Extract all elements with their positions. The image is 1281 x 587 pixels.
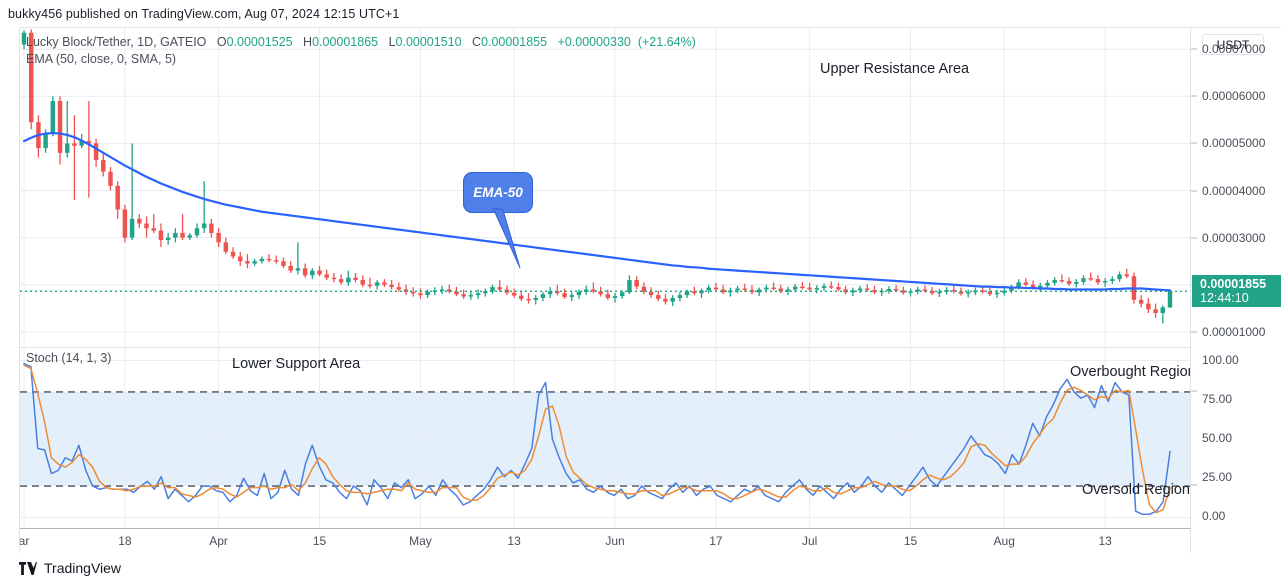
stochastic-axis-tick: 75.00 xyxy=(1202,391,1233,406)
current-price-countdown: 12:44:10 xyxy=(1200,291,1249,306)
time-axis-tick: 18 xyxy=(118,534,132,548)
time-axis-tick: ar xyxy=(19,534,30,548)
time-axis-tick: 13 xyxy=(507,534,521,548)
ema-callout-bubble: EMA-50 xyxy=(463,172,533,213)
stochastic-axis-tick-mark xyxy=(1191,390,1197,392)
price-axis-tick-mark xyxy=(1191,95,1197,97)
annotation-overbought: Overbought Region xyxy=(1070,364,1191,380)
stochastic-pane[interactable]: Stoch (14, 1, 3) Lower Support Area Over… xyxy=(20,347,1191,529)
stochastic-axis-tick: 25.00 xyxy=(1202,470,1233,485)
stochastic-axis-tick: 0.00 xyxy=(1202,509,1226,524)
stochastic-axis-tick: 100.00 xyxy=(1202,352,1239,367)
price-axis-unit: USDT xyxy=(1202,34,1264,55)
time-axis-tick: 17 xyxy=(709,534,723,548)
price-axis-tick-mark xyxy=(1191,190,1197,192)
price-pane[interactable]: Lucky Block/Tether, 1D, GATEIO O0.000015… xyxy=(20,28,1191,346)
time-axis-tick: 13 xyxy=(1098,534,1112,548)
price-axis-tick: 0.00007000 xyxy=(1202,42,1266,57)
current-price-value: 0.00001855 xyxy=(1200,277,1267,292)
price-axis-tick-mark xyxy=(1191,331,1197,333)
stochastic-axis-tick-mark xyxy=(1191,484,1197,486)
ema-callout: EMA-50 xyxy=(463,172,533,269)
price-axis-tick: 0.00006000 xyxy=(1202,89,1266,104)
price-axis-tick-mark xyxy=(1191,48,1197,50)
publish-info-bar: bukky456 published on TradingView.com, A… xyxy=(0,0,1281,27)
price-axis-tick-mark xyxy=(1191,142,1197,144)
publish-text: bukky456 published on TradingView.com, A… xyxy=(8,6,400,21)
price-axis[interactable]: USDT 0.00007000 0.00006000 0.00005000 0.000… xyxy=(1190,28,1281,553)
ema-callout-label: EMA-50 xyxy=(473,185,523,200)
time-axis-tick: May xyxy=(409,534,432,548)
time-axis-tick: Jun xyxy=(605,534,625,548)
tradingview-logo-icon xyxy=(19,561,37,575)
price-axis-tick: 0.00004000 xyxy=(1202,183,1266,198)
tradingview-brand-label: TradingView xyxy=(44,560,122,576)
time-axis[interactable]: ar 18 Apr 15 May 13 Jun 17 Jul 15 Aug 13 xyxy=(20,528,1281,553)
time-axis-tick: Jul xyxy=(801,534,818,548)
price-axis-tick: 0.00005000 xyxy=(1202,136,1266,151)
price-axis-tick: 0.00001000 xyxy=(1202,324,1266,339)
time-axis-tick: Apr xyxy=(209,534,228,548)
stochastic-svg xyxy=(20,348,1191,529)
price-axis-tick-mark xyxy=(1191,237,1197,239)
annotation-upper-resistance: Upper Resistance Area xyxy=(820,61,970,77)
tradingview-footer[interactable]: TradingView xyxy=(19,560,121,576)
chart-frame: Lucky Block/Tether, 1D, GATEIO O0.000015… xyxy=(19,27,1281,553)
annotation-lower-support: Lower Support Area xyxy=(232,356,361,372)
price-candlestick-svg xyxy=(20,28,1191,346)
current-price-badge: 0.00001855 12:44:10 xyxy=(1192,275,1281,308)
stochastic-axis-tick: 50.00 xyxy=(1202,431,1233,445)
time-axis-tick: 15 xyxy=(903,534,918,548)
time-axis-tick: 15 xyxy=(312,534,327,548)
ema-callout-pointer xyxy=(492,207,521,269)
price-axis-tick: 0.00003000 xyxy=(1202,230,1266,245)
time-axis-tick: Aug xyxy=(993,534,1015,548)
annotation-oversold: Oversold Region xyxy=(1082,482,1190,498)
